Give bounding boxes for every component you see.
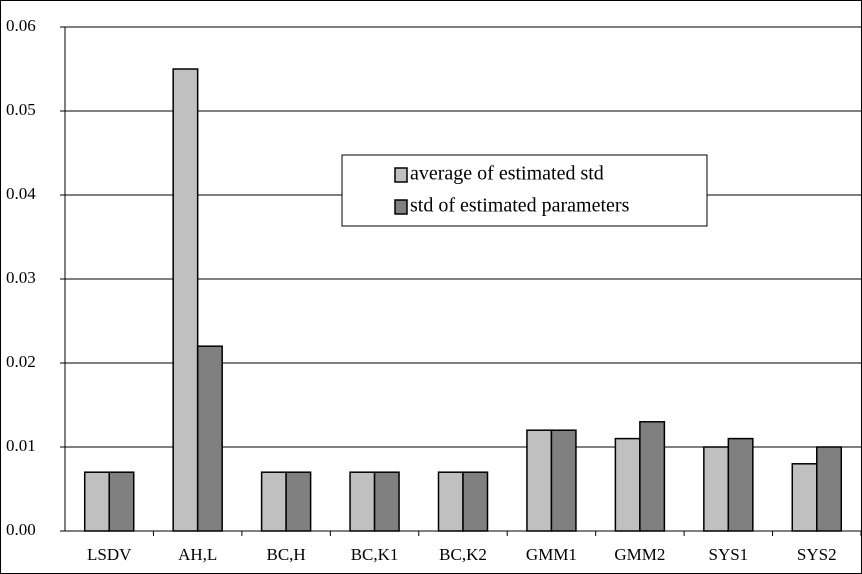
bar <box>462 471 489 532</box>
bar <box>550 429 577 532</box>
bar <box>260 471 287 532</box>
bar <box>526 429 553 532</box>
x-tick-label: SYS2 <box>797 545 837 564</box>
y-tick-label: 0.01 <box>6 436 36 455</box>
bar <box>791 463 818 532</box>
bar <box>639 421 666 532</box>
x-tick-label: SYS1 <box>708 545 748 564</box>
bar <box>172 68 199 532</box>
x-tick-label: AH,L <box>178 545 217 564</box>
y-tick-label: 0.03 <box>6 268 36 287</box>
bar <box>196 345 223 532</box>
y-tick-label: 0.00 <box>6 520 36 539</box>
y-tick-label: 0.04 <box>6 184 36 203</box>
x-tick-label: GMM2 <box>614 545 665 564</box>
bar <box>703 446 730 532</box>
x-tick-label: BC,H <box>267 545 306 564</box>
legend-label: std of estimated parameters <box>410 195 630 217</box>
y-tick-label: 0.05 <box>6 100 36 119</box>
bar <box>816 446 843 532</box>
bar <box>285 471 312 532</box>
bar <box>108 471 135 532</box>
x-tick-label: LSDV <box>87 545 132 564</box>
x-tick-label: GMM1 <box>526 545 577 564</box>
legend-swatch <box>394 199 408 215</box>
bar <box>437 471 464 532</box>
bar <box>83 471 110 532</box>
bar <box>349 471 376 532</box>
y-tick-label: 0.02 <box>6 352 36 371</box>
y-tick-label: 0.06 <box>6 16 36 35</box>
x-tick-label: BC,K2 <box>439 545 487 564</box>
bar <box>614 437 641 532</box>
legend-label: average of estimated std <box>410 163 604 185</box>
legend-swatch <box>394 167 408 183</box>
bar <box>373 471 400 532</box>
bar <box>727 437 754 532</box>
x-tick-label: BC,K1 <box>351 545 399 564</box>
